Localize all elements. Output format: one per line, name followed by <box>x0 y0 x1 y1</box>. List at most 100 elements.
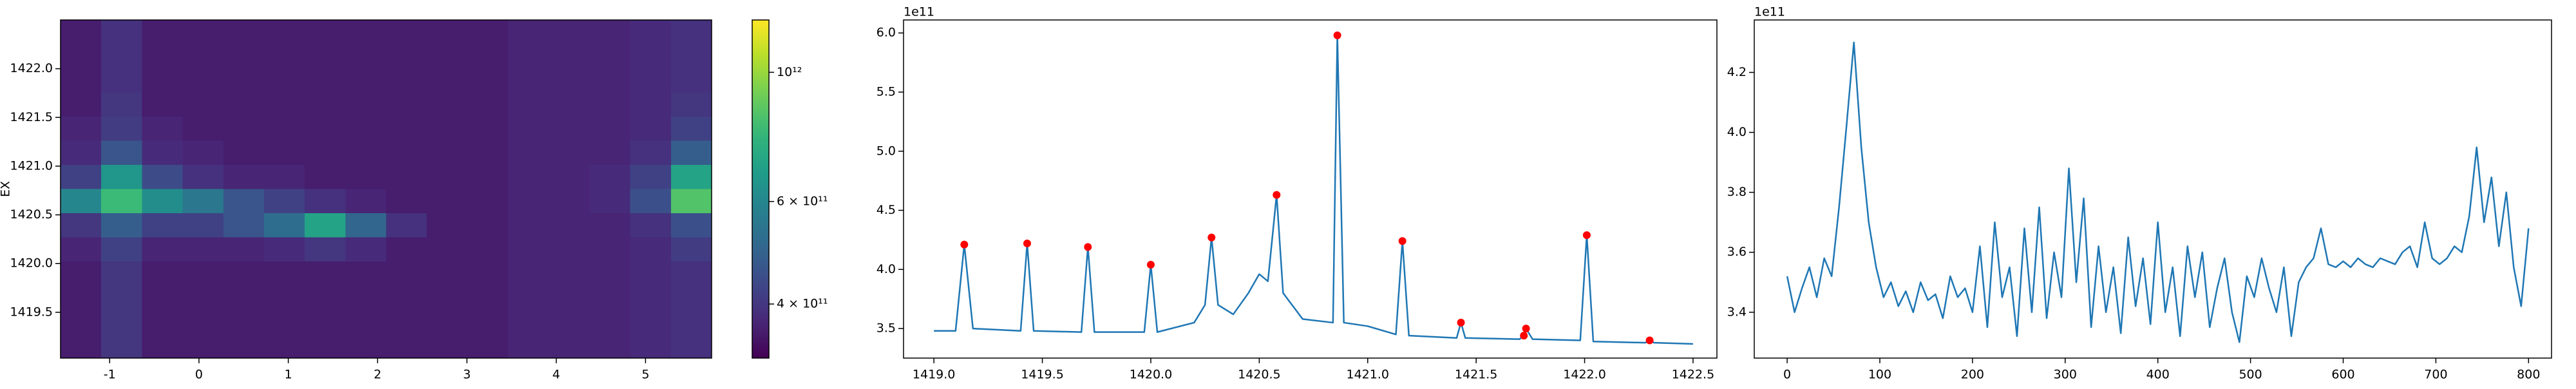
heatmap-cell <box>345 261 387 287</box>
x-tick-label: 100 <box>1868 368 1891 382</box>
heatmap-cell <box>101 165 142 190</box>
heatmap-cell <box>467 334 509 359</box>
y-tick-label: 1420.0 <box>10 256 53 270</box>
heatmap-cell <box>182 334 224 359</box>
heatmap-cell <box>263 117 305 142</box>
heatmap-cell <box>630 261 672 287</box>
heatmap-cell <box>467 285 509 310</box>
peak-marker <box>1273 191 1281 199</box>
heatmap-cell <box>142 92 184 117</box>
heatmap-cell <box>223 92 265 117</box>
heatmap-cell <box>549 310 591 335</box>
x-tick-label: 1420.0 <box>1130 368 1172 382</box>
heatmap-cell <box>223 165 265 190</box>
heatmap-cell <box>61 92 102 117</box>
heatmap-cell <box>182 92 224 117</box>
x-tick-label: 1421.5 <box>1455 368 1497 382</box>
heatmap-cell <box>182 285 224 310</box>
heatmap-cell <box>386 334 428 359</box>
heatmap-cell <box>589 117 631 142</box>
heatmap-cell <box>508 285 549 310</box>
heatmap-cell <box>61 44 102 69</box>
heatmap-cell <box>101 117 142 142</box>
heatmap-cell <box>589 285 631 310</box>
heatmap-cell <box>182 20 224 45</box>
heatmap-cell <box>508 334 549 359</box>
heatmap-cell <box>101 310 142 335</box>
heatmap-cell <box>670 44 712 69</box>
heatmap-cell <box>467 261 509 287</box>
axis-offset-text: 1e11 <box>904 5 934 19</box>
heatmap-cell <box>263 20 305 45</box>
heatmap-cell <box>345 334 387 359</box>
heatmap-cell <box>508 165 549 190</box>
heatmap-cell <box>101 68 142 93</box>
heatmap-cell <box>630 117 672 142</box>
heatmap-cell <box>182 261 224 287</box>
heatmap-cell <box>589 68 631 93</box>
heatmap-cell <box>589 213 631 238</box>
heatmap-cell <box>305 285 346 310</box>
heatmap-cell <box>549 189 591 214</box>
heatmap-cell <box>142 285 184 310</box>
heatmap-cell <box>589 189 631 214</box>
y-tick-label: 3.4 <box>1727 305 1747 319</box>
heatmap-cell <box>670 285 712 310</box>
heatmap-cell <box>549 261 591 287</box>
heatmap-cell <box>61 334 102 359</box>
heatmap-cell <box>630 237 672 262</box>
heatmap-cell <box>101 237 142 262</box>
heatmap-cell <box>426 237 468 262</box>
heatmap-cell <box>182 189 224 214</box>
axis-offset-text: 1e11 <box>1754 5 1785 19</box>
colorbar-tick-label: 10¹² <box>777 65 802 79</box>
x-tick-label: 4 <box>553 368 560 382</box>
heatmap-cell <box>589 334 631 359</box>
heatmap-cell <box>467 20 509 45</box>
y-tick-label: 3.6 <box>1727 245 1747 259</box>
heatmap-cell <box>263 189 305 214</box>
heatmap-cell <box>263 310 305 335</box>
heatmap-cell <box>345 189 387 214</box>
heatmap-cell <box>386 213 428 238</box>
heatmap-cell <box>426 92 468 117</box>
heatmap-cell <box>467 117 509 142</box>
heatmap-cell <box>670 189 712 214</box>
heatmap-cell <box>263 237 305 262</box>
y-tick-label: 4.5 <box>876 203 896 217</box>
x-tick-label: 1419.0 <box>913 368 955 382</box>
heatmap-cell <box>305 237 346 262</box>
heatmap-cell <box>223 68 265 93</box>
heatmap-cell <box>386 117 428 142</box>
heatmap-cell <box>142 310 184 335</box>
heatmap-cell <box>386 20 428 45</box>
heatmap-cell <box>61 117 102 142</box>
heatmap-cell <box>508 68 549 93</box>
heatmap-cell <box>670 213 712 238</box>
data-line <box>934 34 1693 345</box>
heatmap-cell <box>305 334 346 359</box>
heatmap-cell <box>305 165 346 190</box>
heatmap-cell <box>630 44 672 69</box>
heatmap-cell <box>426 310 468 335</box>
heatmap-cell <box>223 237 265 262</box>
heatmap-cell <box>101 334 142 359</box>
peak-marker <box>1023 239 1031 247</box>
heatmap-cell <box>467 92 509 117</box>
heatmap-cell <box>223 189 265 214</box>
heatmap-cell <box>61 237 102 262</box>
heatmap-cell <box>263 140 305 166</box>
heatmap-cell <box>549 165 591 190</box>
colorbar-tick-label: 4 × 10¹¹ <box>777 297 828 311</box>
colorbar <box>752 19 770 359</box>
x-tick-label: 600 <box>2331 368 2354 382</box>
heatmap-cell <box>182 117 224 142</box>
peak-marker <box>1582 231 1591 240</box>
heatmap-cell <box>670 334 712 359</box>
y-axis-label: EX <box>0 181 13 197</box>
heatmap-cell <box>549 285 591 310</box>
y-tick-label: 1421.5 <box>10 110 53 124</box>
y-tick-label: 4.2 <box>1727 65 1747 79</box>
heatmap-cell <box>61 20 102 45</box>
y-tick-label: 4.0 <box>1727 125 1747 139</box>
